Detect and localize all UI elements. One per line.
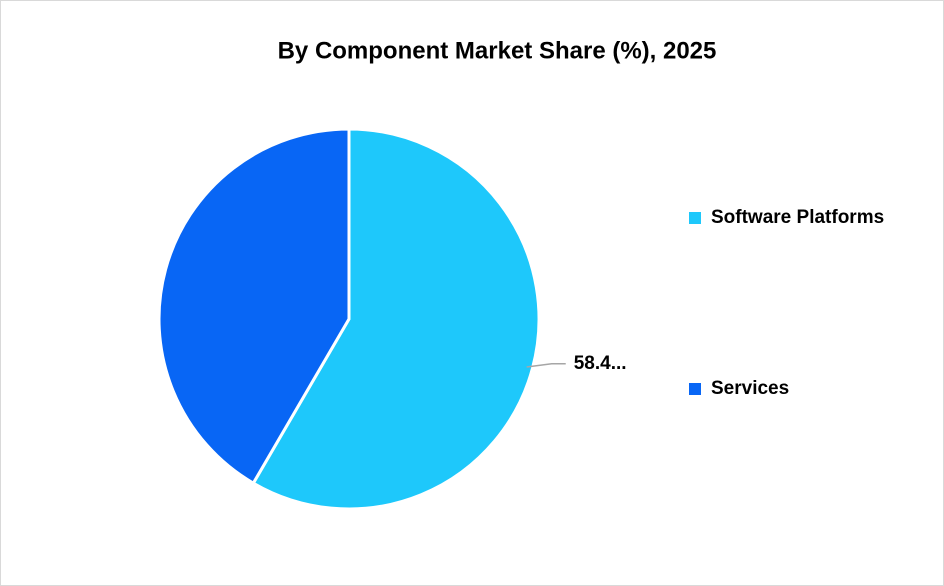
chart-title: By Component Market Share (%), 2025 (278, 37, 717, 64)
data-label: 58.4... (574, 353, 627, 374)
legend-swatch (689, 212, 701, 224)
legend-label: Software Platforms (711, 207, 884, 228)
pie-slice (157, 127, 351, 486)
legend-swatch (689, 383, 701, 395)
leader-line (526, 363, 566, 368)
legend-label: Services (711, 378, 789, 399)
pie-slice (251, 127, 541, 511)
